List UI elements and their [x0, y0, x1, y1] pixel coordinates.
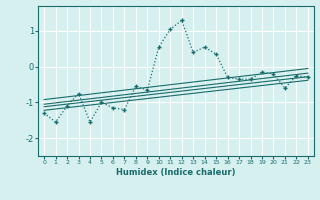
X-axis label: Humidex (Indice chaleur): Humidex (Indice chaleur): [116, 168, 236, 177]
